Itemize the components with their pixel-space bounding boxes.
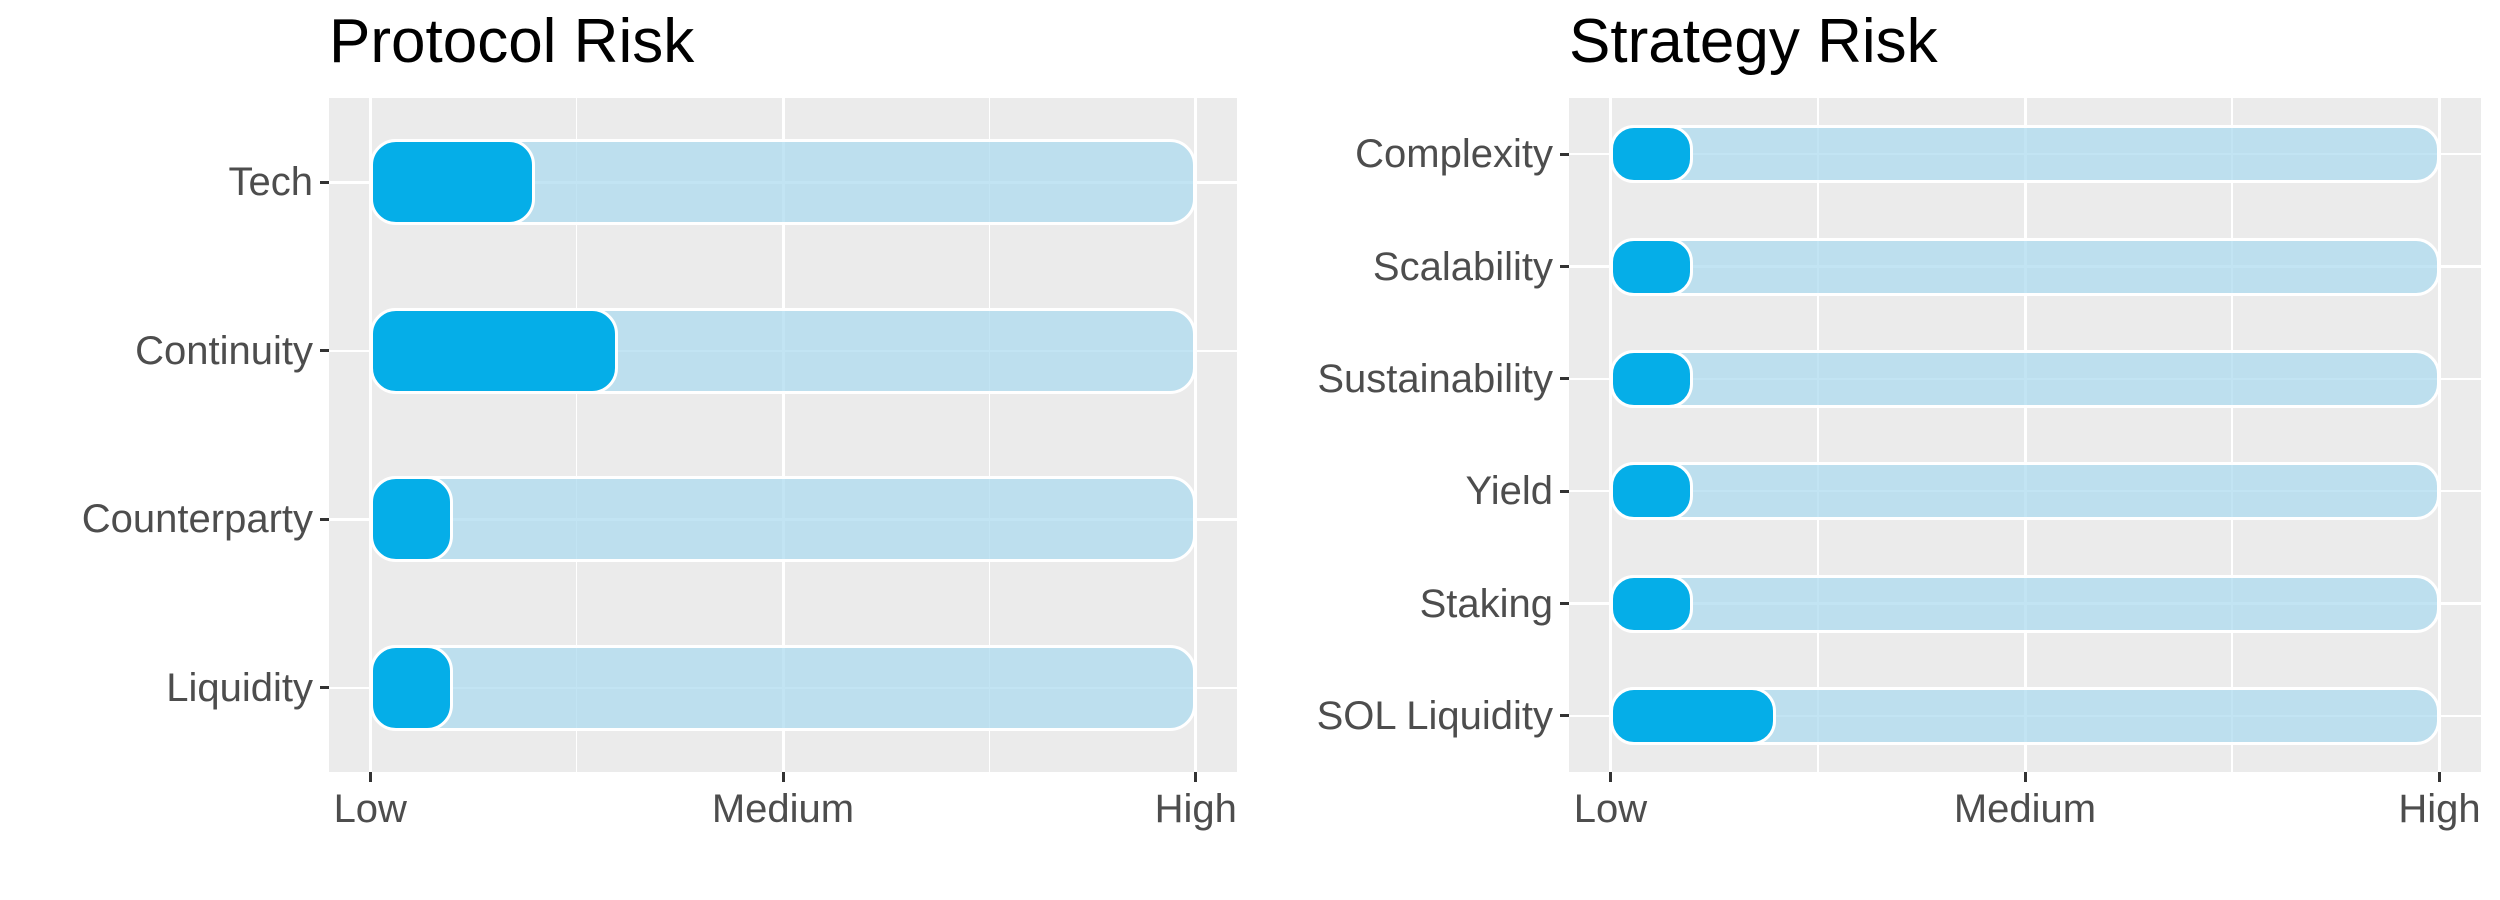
gridline-vertical-major <box>1194 98 1198 772</box>
category-label: Complexity <box>1355 132 1553 177</box>
gridline-vertical-major <box>2438 98 2442 772</box>
x-axis-tick-label: Medium <box>711 787 855 831</box>
x-axis-tick-mark <box>2438 772 2442 782</box>
x-axis-tick-label: High <box>2398 787 2481 831</box>
x-axis-tick-label: High <box>1154 787 1237 831</box>
bar-value <box>1610 686 1777 745</box>
bar-value <box>1610 349 1694 408</box>
x-axis-tick-label: Medium <box>1953 787 2097 831</box>
category-tick-mark <box>1560 265 1569 268</box>
category-label: Tech <box>228 160 314 205</box>
bar-track <box>1610 237 2440 296</box>
x-axis-tick-mark <box>781 772 785 782</box>
category-label: Counterparty <box>81 497 313 542</box>
gridline-vertical-major <box>1608 98 1612 772</box>
bar-value <box>370 644 453 731</box>
x-axis-tick-mark <box>1194 772 1198 782</box>
bar-value <box>1610 574 1694 633</box>
gridline-vertical-minor <box>1816 98 1819 772</box>
category-tick-mark <box>1560 489 1569 493</box>
category-tick-mark <box>320 517 329 521</box>
category-tick-mark <box>1560 714 1569 718</box>
category-tick-mark <box>1560 602 1569 605</box>
category-tick-mark <box>320 180 329 184</box>
category-label: SOL Liquidity <box>1316 693 1553 738</box>
chart-title-protocol-risk: Protocol Risk <box>329 7 695 76</box>
gridline-vertical-major <box>368 98 372 772</box>
bar-track <box>370 476 1196 563</box>
bar-value <box>1610 125 1694 184</box>
category-label: Sustainability <box>1317 356 1553 401</box>
bar-track <box>370 644 1196 731</box>
gridline-vertical-minor <box>988 98 991 772</box>
chart-title-strategy-risk: Strategy Risk <box>1569 7 1938 76</box>
category-tick-mark <box>1560 377 1569 381</box>
gridline-vertical-major <box>781 98 785 772</box>
category-tick-mark <box>320 686 329 690</box>
category-label: Staking <box>1419 581 1553 626</box>
category-tick-mark <box>320 349 329 353</box>
bar-track <box>1610 574 2440 633</box>
gridline-vertical-minor <box>2231 98 2234 772</box>
x-axis-tick-mark <box>368 772 372 782</box>
category-label: Continuity <box>135 328 313 373</box>
bar-value <box>370 139 536 226</box>
bar-value <box>370 307 618 394</box>
bar-value <box>1610 462 1694 521</box>
gridline-vertical-major <box>2023 98 2027 772</box>
x-axis-tick-label: Low <box>333 787 407 831</box>
category-tick-mark <box>1560 152 1569 156</box>
category-label: Yield <box>1465 469 1553 514</box>
bar-track <box>1610 349 2440 408</box>
bar-value <box>1610 237 1694 296</box>
gridline-vertical-minor <box>575 98 578 772</box>
bar-track <box>1610 462 2440 521</box>
category-label: Liquidity <box>166 665 313 710</box>
x-axis-tick-mark <box>2023 772 2027 782</box>
x-axis-tick-mark <box>1608 772 1612 782</box>
bar-track <box>1610 125 2440 184</box>
category-label: Scalability <box>1372 244 1553 289</box>
bar-value <box>370 476 453 563</box>
x-axis-tick-label: Low <box>1573 787 1648 831</box>
